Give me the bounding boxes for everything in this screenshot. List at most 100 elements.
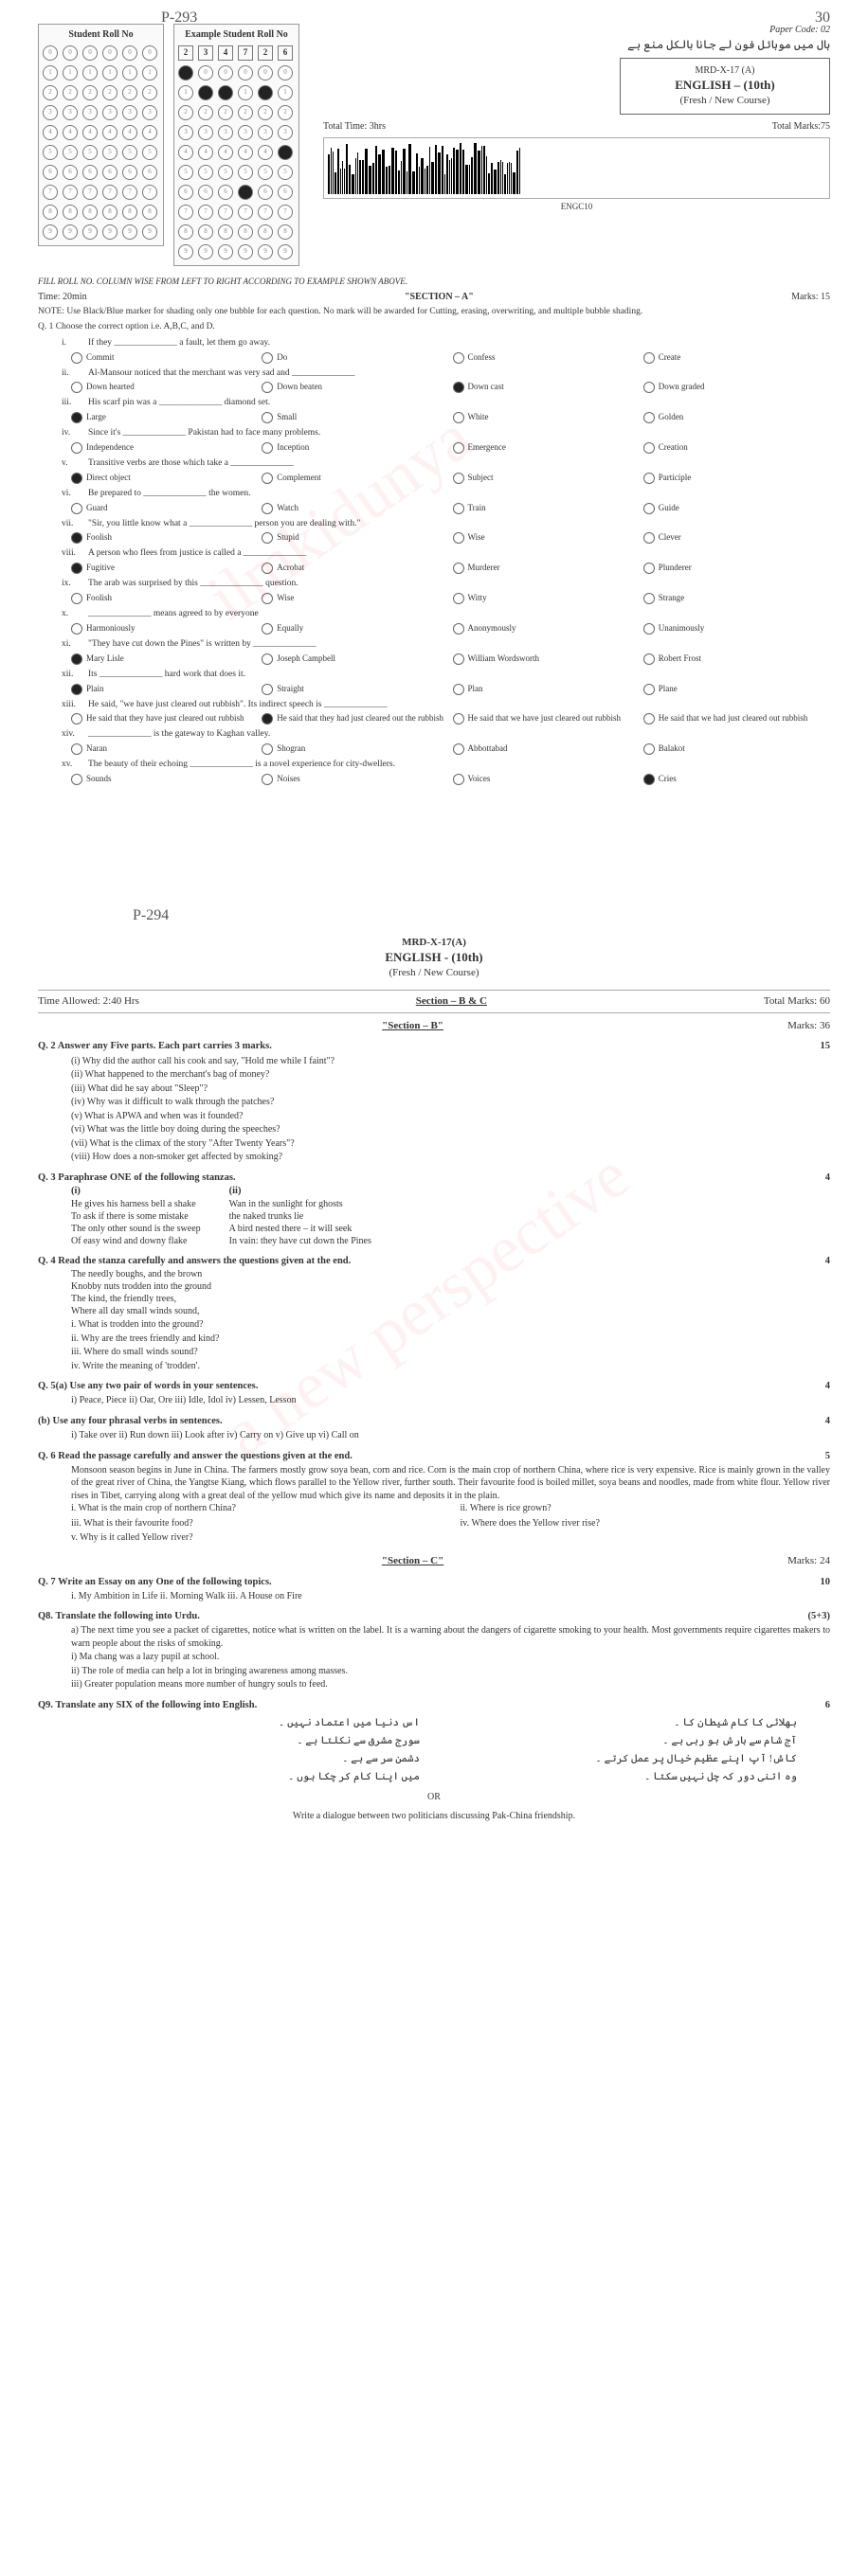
option[interactable]: Sounds	[71, 773, 258, 785]
bubble[interactable]: 0	[63, 45, 78, 61]
option-bubble[interactable]	[71, 623, 82, 635]
option[interactable]: Guard	[71, 502, 258, 514]
option-bubble[interactable]	[71, 532, 82, 544]
option-bubble[interactable]	[643, 684, 655, 695]
option-bubble[interactable]	[453, 382, 464, 393]
bubble[interactable]: 7	[82, 185, 98, 200]
bubble[interactable]: 0	[122, 45, 137, 61]
bubble[interactable]: 1	[122, 65, 137, 80]
option-bubble[interactable]	[643, 442, 655, 454]
option[interactable]: Commit	[71, 351, 258, 364]
bubble[interactable]: 1	[82, 65, 98, 80]
option[interactable]: He said that we have just cleared out ru…	[453, 712, 640, 724]
bubble[interactable]: 8	[82, 205, 98, 220]
option-bubble[interactable]	[453, 503, 464, 514]
bubble[interactable]: 9	[142, 224, 157, 240]
option-bubble[interactable]	[71, 653, 82, 665]
option-bubble[interactable]	[71, 593, 82, 604]
option[interactable]: He said that they had just cleared out t…	[262, 712, 448, 724]
option[interactable]: Watch	[262, 502, 448, 514]
option[interactable]: Wise	[262, 592, 448, 604]
option[interactable]: Balakot	[643, 742, 830, 755]
option-bubble[interactable]	[453, 684, 464, 695]
bubble[interactable]: 5	[102, 145, 118, 160]
bubble[interactable]: 5	[82, 145, 98, 160]
option-bubble[interactable]	[643, 593, 655, 604]
option-bubble[interactable]	[262, 382, 273, 393]
option[interactable]: William Wordsworth	[453, 653, 640, 665]
bubble[interactable]: 9	[102, 224, 118, 240]
bubble[interactable]: 7	[43, 185, 58, 200]
option[interactable]: Plan	[453, 683, 640, 695]
option[interactable]: Equally	[262, 622, 448, 635]
option-bubble[interactable]	[643, 563, 655, 574]
bubble[interactable]: 4	[142, 125, 157, 140]
option[interactable]: Anonymously	[453, 622, 640, 635]
bubble[interactable]: 4	[63, 125, 78, 140]
option[interactable]: Direct object	[71, 472, 258, 484]
option[interactable]: Naran	[71, 742, 258, 755]
option[interactable]: Foolish	[71, 531, 258, 544]
option[interactable]: Plain	[71, 683, 258, 695]
bubble[interactable]: 3	[122, 105, 137, 120]
option[interactable]: Down cast	[453, 381, 640, 393]
option-bubble[interactable]	[453, 593, 464, 604]
option-bubble[interactable]	[71, 774, 82, 785]
option-bubble[interactable]	[262, 473, 273, 484]
bubble[interactable]: 6	[122, 165, 137, 180]
option[interactable]: Abbottabad	[453, 742, 640, 755]
bubble[interactable]: 3	[43, 105, 58, 120]
option[interactable]: Strange	[643, 592, 830, 604]
option-bubble[interactable]	[71, 412, 82, 423]
option[interactable]: Large	[71, 411, 258, 423]
option[interactable]: Straight	[262, 683, 448, 695]
option[interactable]: Cries	[643, 773, 830, 785]
option-bubble[interactable]	[643, 382, 655, 393]
option[interactable]: Do	[262, 351, 448, 364]
bubble[interactable]: 1	[43, 65, 58, 80]
option[interactable]: Subject	[453, 472, 640, 484]
option[interactable]: Shogran	[262, 742, 448, 755]
option-bubble[interactable]	[643, 503, 655, 514]
option[interactable]: Murderer	[453, 562, 640, 574]
option[interactable]: Small	[262, 411, 448, 423]
option[interactable]: Foolish	[71, 592, 258, 604]
option[interactable]: Emergence	[453, 441, 640, 454]
option[interactable]: Noises	[262, 773, 448, 785]
bubble[interactable]: 5	[142, 145, 157, 160]
option[interactable]: Guide	[643, 502, 830, 514]
bubble[interactable]: 8	[142, 205, 157, 220]
bubble[interactable]: 1	[142, 65, 157, 80]
option[interactable]: Confess	[453, 351, 640, 364]
bubble[interactable]: 6	[63, 165, 78, 180]
bubble[interactable]: 1	[63, 65, 78, 80]
bubble[interactable]: 3	[82, 105, 98, 120]
option-bubble[interactable]	[262, 532, 273, 544]
option[interactable]: Harmoniously	[71, 622, 258, 635]
bubble[interactable]: 2	[43, 85, 58, 100]
option[interactable]: Unanimously	[643, 622, 830, 635]
option-bubble[interactable]	[453, 412, 464, 423]
bubble[interactable]: 8	[122, 205, 137, 220]
option[interactable]: Independence	[71, 441, 258, 454]
bubble[interactable]: 2	[82, 85, 98, 100]
bubble[interactable]: 8	[63, 205, 78, 220]
option-bubble[interactable]	[453, 442, 464, 454]
option[interactable]: Acrobat	[262, 562, 448, 574]
option-bubble[interactable]	[453, 743, 464, 755]
option[interactable]: Participle	[643, 472, 830, 484]
option-bubble[interactable]	[262, 743, 273, 755]
bubble[interactable]: 0	[142, 45, 157, 61]
option-bubble[interactable]	[71, 473, 82, 484]
option-bubble[interactable]	[643, 713, 655, 724]
option[interactable]: Down graded	[643, 381, 830, 393]
option[interactable]: Complement	[262, 472, 448, 484]
bubble[interactable]: 7	[142, 185, 157, 200]
option[interactable]: Wise	[453, 531, 640, 544]
option[interactable]: Train	[453, 502, 640, 514]
option[interactable]: Witty	[453, 592, 640, 604]
option-bubble[interactable]	[262, 684, 273, 695]
option[interactable]: Joseph Campbell	[262, 653, 448, 665]
option[interactable]: Clever	[643, 531, 830, 544]
option[interactable]: Mary Lisle	[71, 653, 258, 665]
